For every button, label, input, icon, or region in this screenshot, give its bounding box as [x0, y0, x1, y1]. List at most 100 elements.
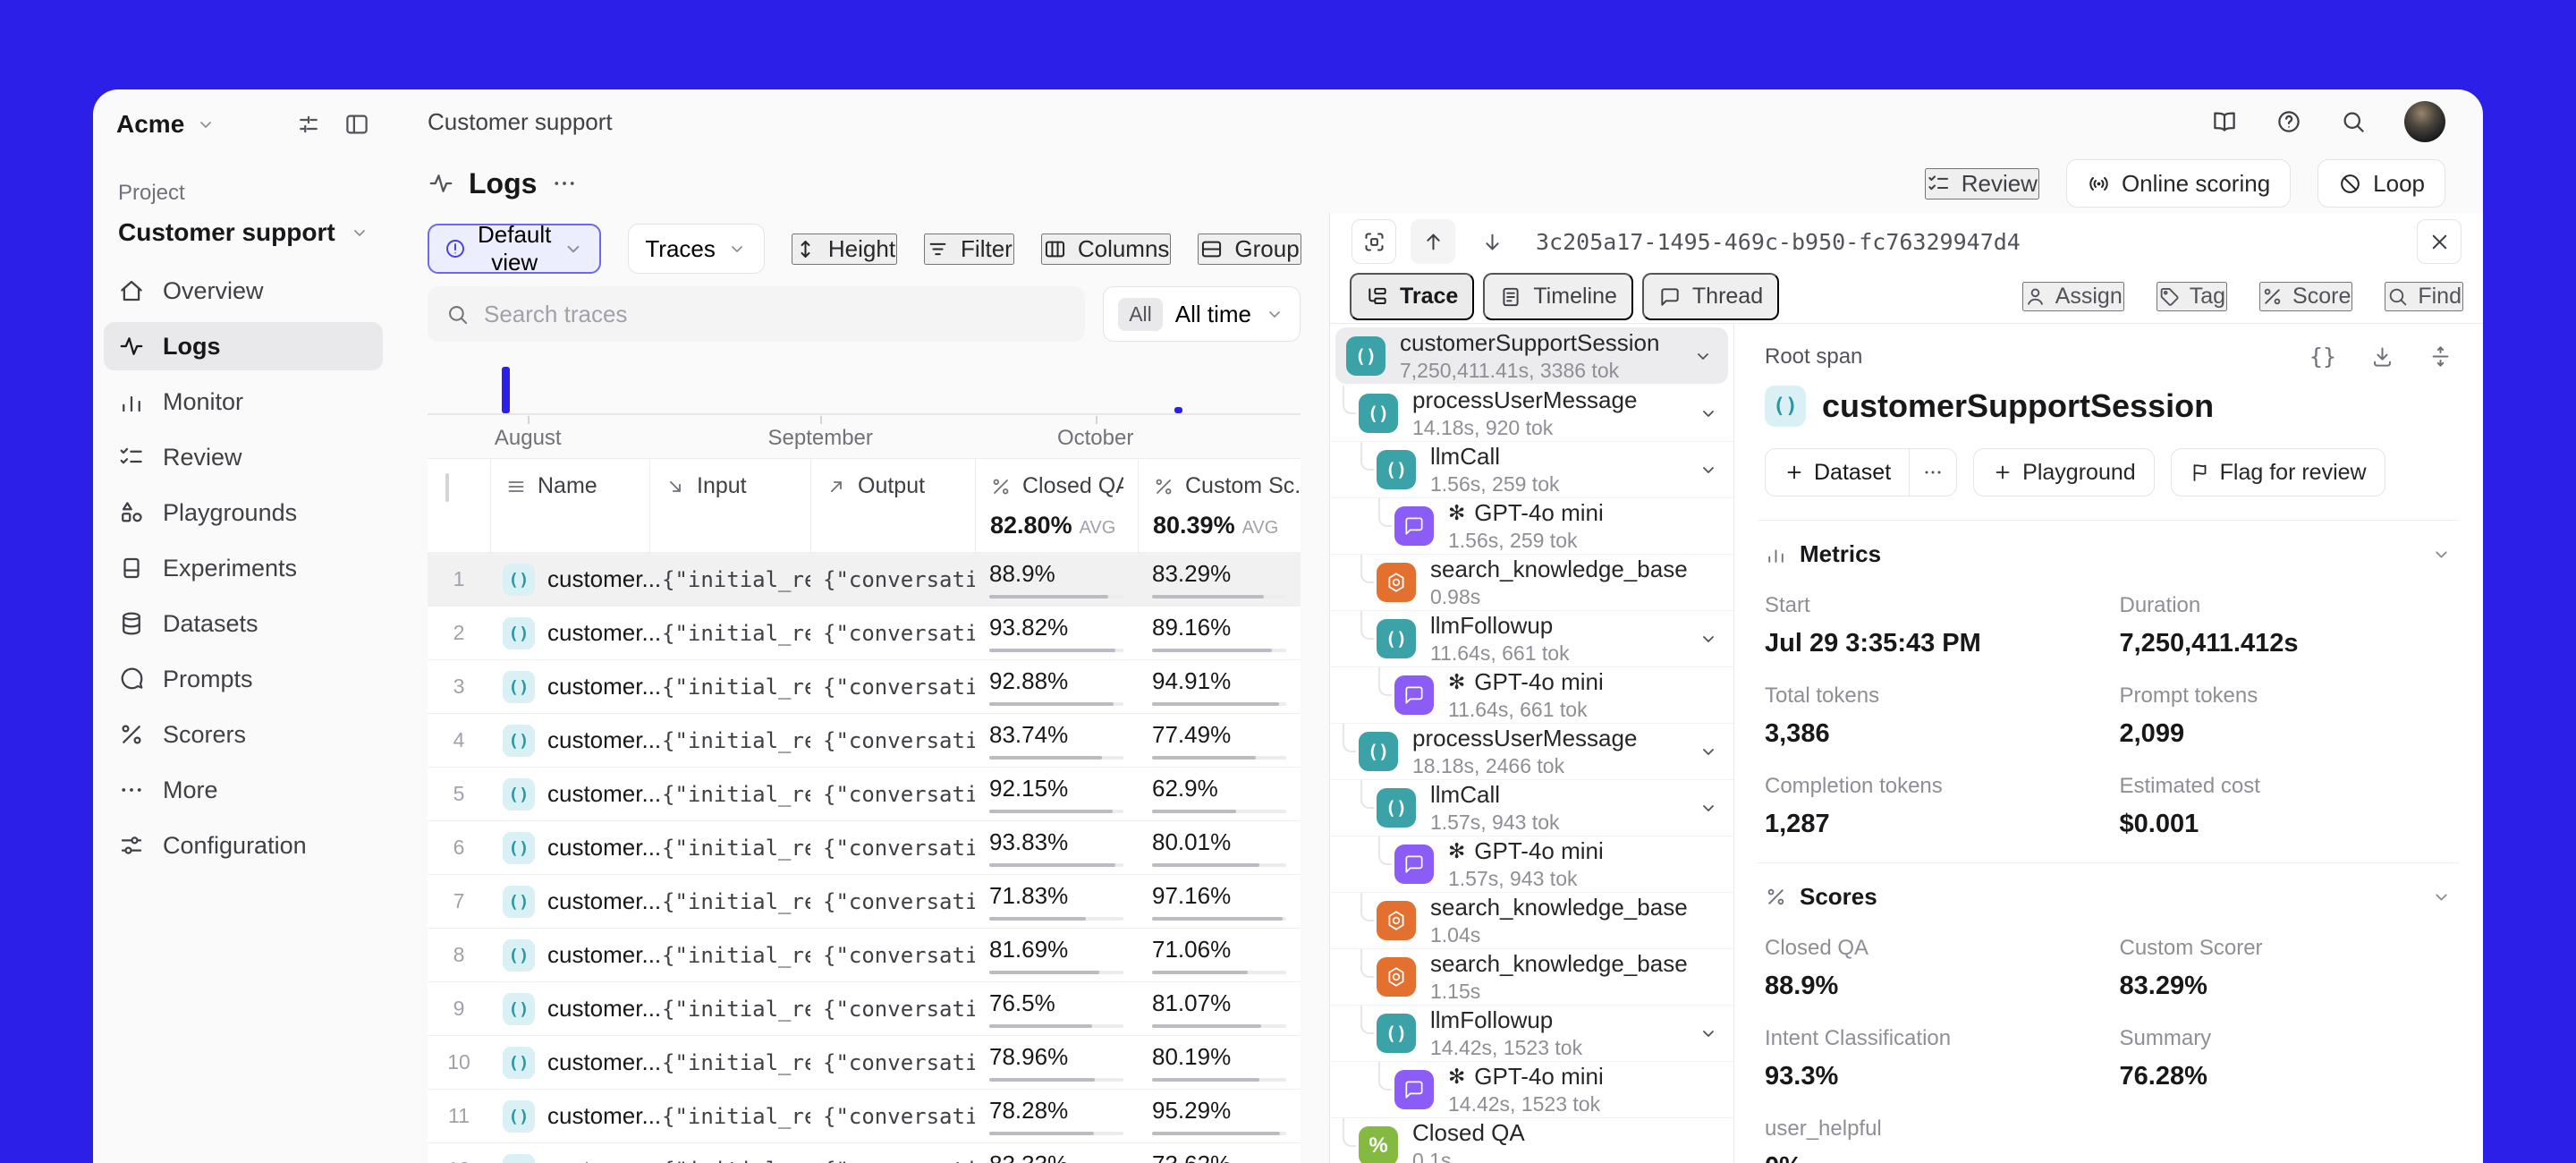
- table-row[interactable]: 2 () customer...{"initial_req... {"conversa…: [428, 606, 1301, 659]
- download-icon[interactable]: [2370, 344, 2394, 369]
- tree-node-processusermessage[interactable]: () processUserMessage 18.18s, 2466 tok: [1330, 724, 1733, 780]
- score-button[interactable]: Score: [2259, 282, 2353, 311]
- help-icon[interactable]: [2275, 108, 2302, 135]
- sidebar-item-scorers[interactable]: Scorers: [104, 710, 383, 759]
- page-menu-icon[interactable]: [551, 170, 578, 197]
- sidebar-item-more[interactable]: More: [104, 766, 383, 814]
- tree-node-llmcall[interactable]: () llmCall 1.56s, 259 tok: [1330, 442, 1733, 498]
- custom-score-bar: [1152, 649, 1286, 652]
- table-row[interactable]: 12 () customer...{"initial_req...{"convers…: [428, 1142, 1301, 1163]
- tree-node-llmfollowup[interactable]: () llmFollowup 14.42s, 1523 tok: [1330, 1006, 1733, 1062]
- filter-button[interactable]: Filter: [924, 233, 1014, 265]
- table-row[interactable]: 11 () customer...{"initial_req... {"convers…: [428, 1089, 1301, 1142]
- tree-node-search-knowledge-base[interactable]: search_knowledge_base 1.04s: [1330, 893, 1733, 949]
- time-range-filter[interactable]: All All time: [1103, 286, 1301, 342]
- table-header: Name Input Output Closed QA 82.80% AVG Custom …: [428, 459, 1301, 552]
- assign-button[interactable]: Assign: [2021, 282, 2124, 311]
- tree-node-search-knowledge-base[interactable]: search_knowledge_base 0.98s: [1330, 555, 1733, 611]
- column-header-output[interactable]: Output: [810, 459, 975, 552]
- view-selector[interactable]: Default view: [428, 221, 602, 276]
- table-row[interactable]: 7 () customer...{"initial_req... {"conversa…: [428, 874, 1301, 928]
- previous-trace-button[interactable]: [1411, 219, 1455, 264]
- add-to-dataset-button[interactable]: Dataset: [1766, 449, 1909, 496]
- chevron-down-icon[interactable]: [1698, 797, 1719, 819]
- column-header-name[interactable]: Name: [490, 459, 649, 552]
- custom-score-value: 94.91%: [1152, 667, 1232, 694]
- table-row[interactable]: 9 () customer...{"initial_req... {"conversa…: [428, 981, 1301, 1035]
- adjustments-icon[interactable]: [295, 111, 322, 138]
- tree-node-gpt-4o-mini[interactable]: ✻ GPT-4o mini 1.57s, 943 tok: [1330, 836, 1733, 893]
- custom-score: 80.01%: [1138, 828, 1301, 867]
- tree-node-gpt-4o-mini[interactable]: ✻ GPT-4o mini 11.64s, 661 tok: [1330, 667, 1733, 724]
- chevron-down-icon[interactable]: [195, 114, 216, 135]
- sidebar-item-datasets[interactable]: Datasets: [104, 599, 383, 648]
- dataset-more-button[interactable]: [1909, 449, 1956, 496]
- find-button[interactable]: Find: [2385, 282, 2463, 311]
- tab-timeline[interactable]: Timeline: [1483, 273, 1633, 320]
- chevron-down-icon[interactable]: [1698, 741, 1719, 762]
- focus-trace-button[interactable]: [1352, 219, 1396, 264]
- columns-button[interactable]: Columns: [1040, 233, 1172, 265]
- tree-node-customersupportsession[interactable]: () customerSupportSession 7,250,411.41s, 3…: [1335, 327, 1728, 384]
- table-row[interactable]: 10 () customer...{"initial_req... {"convers…: [428, 1035, 1301, 1089]
- project-selector[interactable]: Customer support: [118, 218, 370, 247]
- tag-button[interactable]: Tag: [2156, 282, 2228, 311]
- tree-node-gpt-4o-mini[interactable]: ✻ GPT-4o mini 14.42s, 1523 tok: [1330, 1062, 1733, 1118]
- collapse-sections-icon[interactable]: [2428, 344, 2453, 369]
- select-all-checkbox[interactable]: [445, 473, 449, 502]
- column-header-closed-qa[interactable]: Closed QA 82.80% AVG: [975, 459, 1138, 552]
- tree-node-processusermessage[interactable]: () processUserMessage 14.18s, 920 tok: [1330, 386, 1733, 442]
- next-trace-button[interactable]: [1470, 219, 1514, 264]
- sidebar-item-review[interactable]: Review: [104, 433, 383, 481]
- chevron-down-icon[interactable]: [1698, 1023, 1719, 1044]
- sidebar-item-configuration[interactable]: Configuration: [104, 821, 383, 870]
- table-row[interactable]: 1 () customer...{"initial_req... {"conversa…: [428, 552, 1301, 606]
- chevron-down-icon[interactable]: [1698, 459, 1719, 480]
- tree-node-closed-qa[interactable]: % Closed QA 0.1s: [1330, 1118, 1733, 1163]
- review-button[interactable]: Review: [1924, 167, 2039, 199]
- plus-icon: [1784, 462, 1805, 483]
- table-row[interactable]: 8 () customer...{"initial_req... {"conversa…: [428, 928, 1301, 981]
- sidebar-item-logs[interactable]: Logs: [104, 322, 383, 370]
- close-panel-button[interactable]: [2417, 219, 2462, 264]
- open-in-playground-button[interactable]: Playground: [1973, 448, 2155, 497]
- sidebar-item-overview[interactable]: Overview: [104, 267, 383, 315]
- metrics-header[interactable]: Metrics: [1765, 540, 2453, 568]
- search-icon[interactable]: [2340, 108, 2367, 135]
- table-row[interactable]: 3 () customer...{"initial_req... {"conversa…: [428, 659, 1301, 713]
- table-row[interactable]: 4 () customer...{"initial_req... {"conversa…: [428, 713, 1301, 767]
- sidebar-toggle-icon[interactable]: [343, 111, 370, 138]
- tree-node-llmfollowup[interactable]: () llmFollowup 11.64s, 661 tok: [1330, 611, 1733, 667]
- avatar[interactable]: [2404, 101, 2445, 142]
- sidebar-item-monitor[interactable]: Monitor: [104, 378, 383, 426]
- sidebar-item-playgrounds[interactable]: Playgrounds: [104, 488, 383, 537]
- tree-node-gpt-4o-mini[interactable]: ✻ GPT-4o mini 1.56s, 259 tok: [1330, 498, 1733, 555]
- search-input[interactable]: Search traces: [428, 286, 1086, 342]
- loop-button[interactable]: Loop: [2318, 159, 2445, 208]
- tree-node-search-knowledge-base[interactable]: search_knowledge_base 1.15s: [1330, 949, 1733, 1006]
- docs-icon[interactable]: [2211, 108, 2238, 135]
- column-header-custom-sc-[interactable]: Custom Sc... 80.39% AVG: [1138, 459, 1301, 552]
- online-scoring-button[interactable]: Online scoring: [2065, 159, 2292, 208]
- tree-node-llmcall[interactable]: () llmCall 1.57s, 943 tok: [1330, 780, 1733, 836]
- sidebar-item-prompts[interactable]: Prompts: [104, 655, 383, 703]
- scores-header[interactable]: Scores: [1765, 883, 2453, 911]
- custom-score: 94.91%: [1138, 667, 1301, 706]
- workspace-name[interactable]: Acme: [116, 110, 185, 138]
- table-row[interactable]: 5 () customer...{"initial_req... {"conversa…: [428, 767, 1301, 820]
- button-label: Columns: [1077, 234, 1170, 262]
- tab-thread[interactable]: Thread: [1641, 273, 1780, 320]
- flag-for-review-button[interactable]: Flag for review: [2170, 448, 2385, 497]
- traces-dropdown[interactable]: Traces: [628, 224, 765, 274]
- json-view-icon[interactable]: {}: [2309, 344, 2336, 369]
- height-button[interactable]: Height: [791, 233, 898, 265]
- chevron-down-icon[interactable]: [1698, 628, 1719, 649]
- sidebar-item-experiments[interactable]: Experiments: [104, 544, 383, 592]
- tab-trace[interactable]: Trace: [1350, 273, 1475, 320]
- column-header-input[interactable]: Input: [649, 459, 810, 552]
- traces-histogram[interactable]: August September October: [428, 352, 1301, 451]
- chevron-down-icon[interactable]: [1698, 403, 1719, 424]
- group-button[interactable]: Group: [1198, 233, 1301, 265]
- chevron-down-icon[interactable]: [1692, 345, 1714, 367]
- table-row[interactable]: 6 () customer...{"initial_req... {"conversa…: [428, 820, 1301, 874]
